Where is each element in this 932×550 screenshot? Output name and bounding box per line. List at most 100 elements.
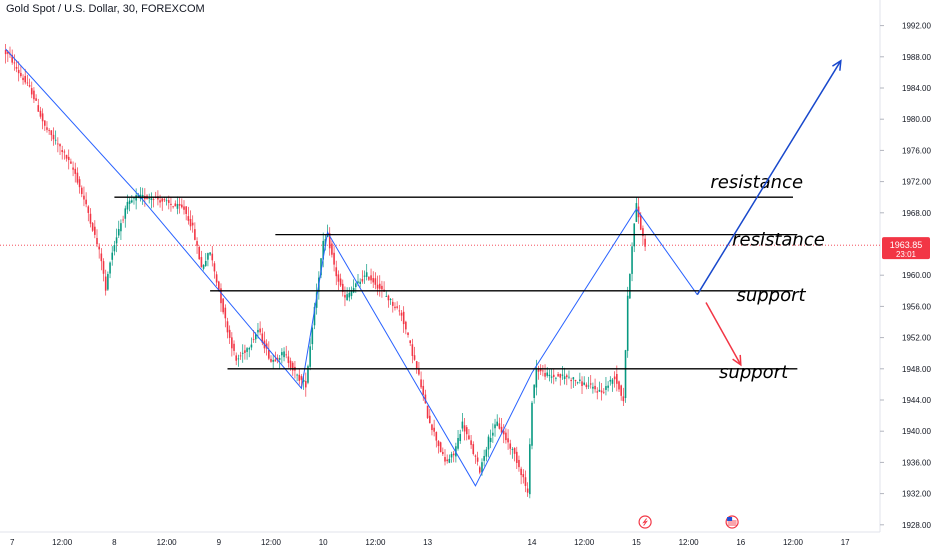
candle-body bbox=[126, 201, 129, 210]
candle-body bbox=[418, 368, 420, 375]
resistance-label: resistance bbox=[710, 172, 803, 193]
candle-body bbox=[533, 384, 535, 398]
candle-body bbox=[133, 197, 135, 199]
candle-body bbox=[98, 246, 100, 250]
candle-body bbox=[376, 284, 379, 289]
candle-body bbox=[435, 432, 438, 441]
candle-body bbox=[365, 272, 368, 277]
resistance-label: resistance bbox=[732, 230, 825, 251]
y-tick-label: 1956.00 bbox=[902, 302, 931, 311]
candle-body bbox=[322, 240, 324, 260]
bullish-arrow-head bbox=[832, 59, 842, 71]
candle-body bbox=[291, 362, 294, 371]
y-tick-label: 1984.00 bbox=[902, 84, 931, 93]
candle-body bbox=[505, 432, 507, 441]
candle-body bbox=[618, 381, 620, 390]
candle-body bbox=[150, 198, 153, 200]
candle-body bbox=[248, 348, 251, 350]
candle-body bbox=[189, 218, 192, 227]
candle-body bbox=[616, 374, 618, 384]
x-tick-label: 9 bbox=[217, 538, 222, 547]
bearish-arrow-line bbox=[705, 302, 742, 366]
candle-body bbox=[411, 344, 414, 356]
candle-body bbox=[635, 203, 638, 222]
y-tick-label: 1968.00 bbox=[902, 209, 931, 218]
candle-body bbox=[483, 455, 485, 461]
candle-body bbox=[370, 275, 372, 281]
candle-body bbox=[594, 385, 596, 390]
candle-body bbox=[7, 51, 9, 54]
candle-body bbox=[152, 199, 155, 201]
candle-body bbox=[522, 474, 525, 478]
candle-body bbox=[544, 372, 546, 377]
candle-body bbox=[57, 143, 59, 145]
candle-body bbox=[494, 424, 496, 429]
candle-body bbox=[437, 441, 440, 447]
candle-body bbox=[426, 405, 429, 418]
y-tick-label: 1944.00 bbox=[902, 396, 931, 405]
candle-body bbox=[59, 144, 61, 147]
chart-title: Gold Spot / U.S. Dollar, 30, FOREXCOM bbox=[6, 3, 205, 15]
candle-body bbox=[363, 275, 366, 277]
candle-body bbox=[22, 77, 24, 81]
candle-body bbox=[579, 379, 581, 381]
candle-body bbox=[283, 351, 285, 358]
candle-body bbox=[529, 444, 531, 495]
candle-body bbox=[35, 98, 37, 101]
candle-body bbox=[61, 150, 63, 153]
candle-body bbox=[181, 204, 183, 208]
bearish-arrow-head bbox=[732, 354, 742, 367]
candle-body bbox=[289, 360, 292, 368]
y-tick-label: 1948.00 bbox=[902, 365, 931, 374]
candle-body bbox=[407, 332, 409, 336]
candle-body bbox=[207, 253, 209, 260]
candle-body bbox=[531, 402, 533, 446]
candle-body bbox=[178, 203, 181, 206]
candle-body bbox=[337, 274, 340, 282]
candle-body bbox=[50, 130, 53, 136]
candle-body bbox=[287, 356, 290, 363]
candle-body bbox=[76, 172, 79, 183]
candle-body bbox=[400, 312, 403, 316]
candle-body bbox=[333, 252, 335, 265]
candle-body bbox=[176, 203, 179, 209]
candle-body bbox=[170, 203, 172, 205]
candle-body bbox=[244, 350, 246, 353]
candle-body bbox=[167, 200, 170, 203]
candle-body bbox=[520, 468, 522, 476]
candle-body bbox=[163, 199, 166, 201]
candle-body bbox=[202, 264, 205, 269]
candle-body bbox=[239, 355, 242, 357]
candle-body bbox=[548, 374, 551, 377]
candle-body bbox=[492, 432, 494, 436]
x-tick-label: 16 bbox=[736, 538, 745, 547]
lightning-glyph bbox=[642, 518, 648, 526]
candle-body bbox=[361, 278, 364, 282]
y-tick-label: 1928.00 bbox=[902, 521, 931, 530]
candle-body bbox=[33, 90, 35, 100]
candle-body bbox=[67, 156, 70, 161]
y-tick-label: 1976.00 bbox=[902, 146, 931, 155]
candle-body bbox=[276, 357, 279, 361]
candle-body bbox=[428, 415, 431, 424]
y-tick-label: 1980.00 bbox=[902, 115, 931, 124]
candle-body bbox=[313, 306, 316, 326]
candle-body bbox=[213, 263, 216, 272]
candle-body bbox=[220, 288, 222, 304]
x-tick-label: 14 bbox=[528, 538, 537, 547]
y-tick-label: 1952.00 bbox=[902, 334, 931, 343]
candle-body bbox=[487, 436, 490, 450]
candle-body bbox=[644, 238, 646, 247]
candle-body bbox=[226, 321, 229, 333]
y-tick-label: 1940.00 bbox=[902, 427, 931, 436]
candle-body bbox=[70, 161, 72, 164]
candle-body bbox=[485, 449, 488, 457]
candle-body bbox=[574, 379, 577, 382]
candle-body bbox=[629, 273, 631, 299]
candle-body bbox=[607, 385, 609, 388]
candle-body bbox=[394, 306, 396, 309]
candle-body bbox=[48, 129, 50, 131]
y-tick-label: 1936.00 bbox=[902, 458, 931, 467]
candle-body bbox=[392, 301, 394, 306]
